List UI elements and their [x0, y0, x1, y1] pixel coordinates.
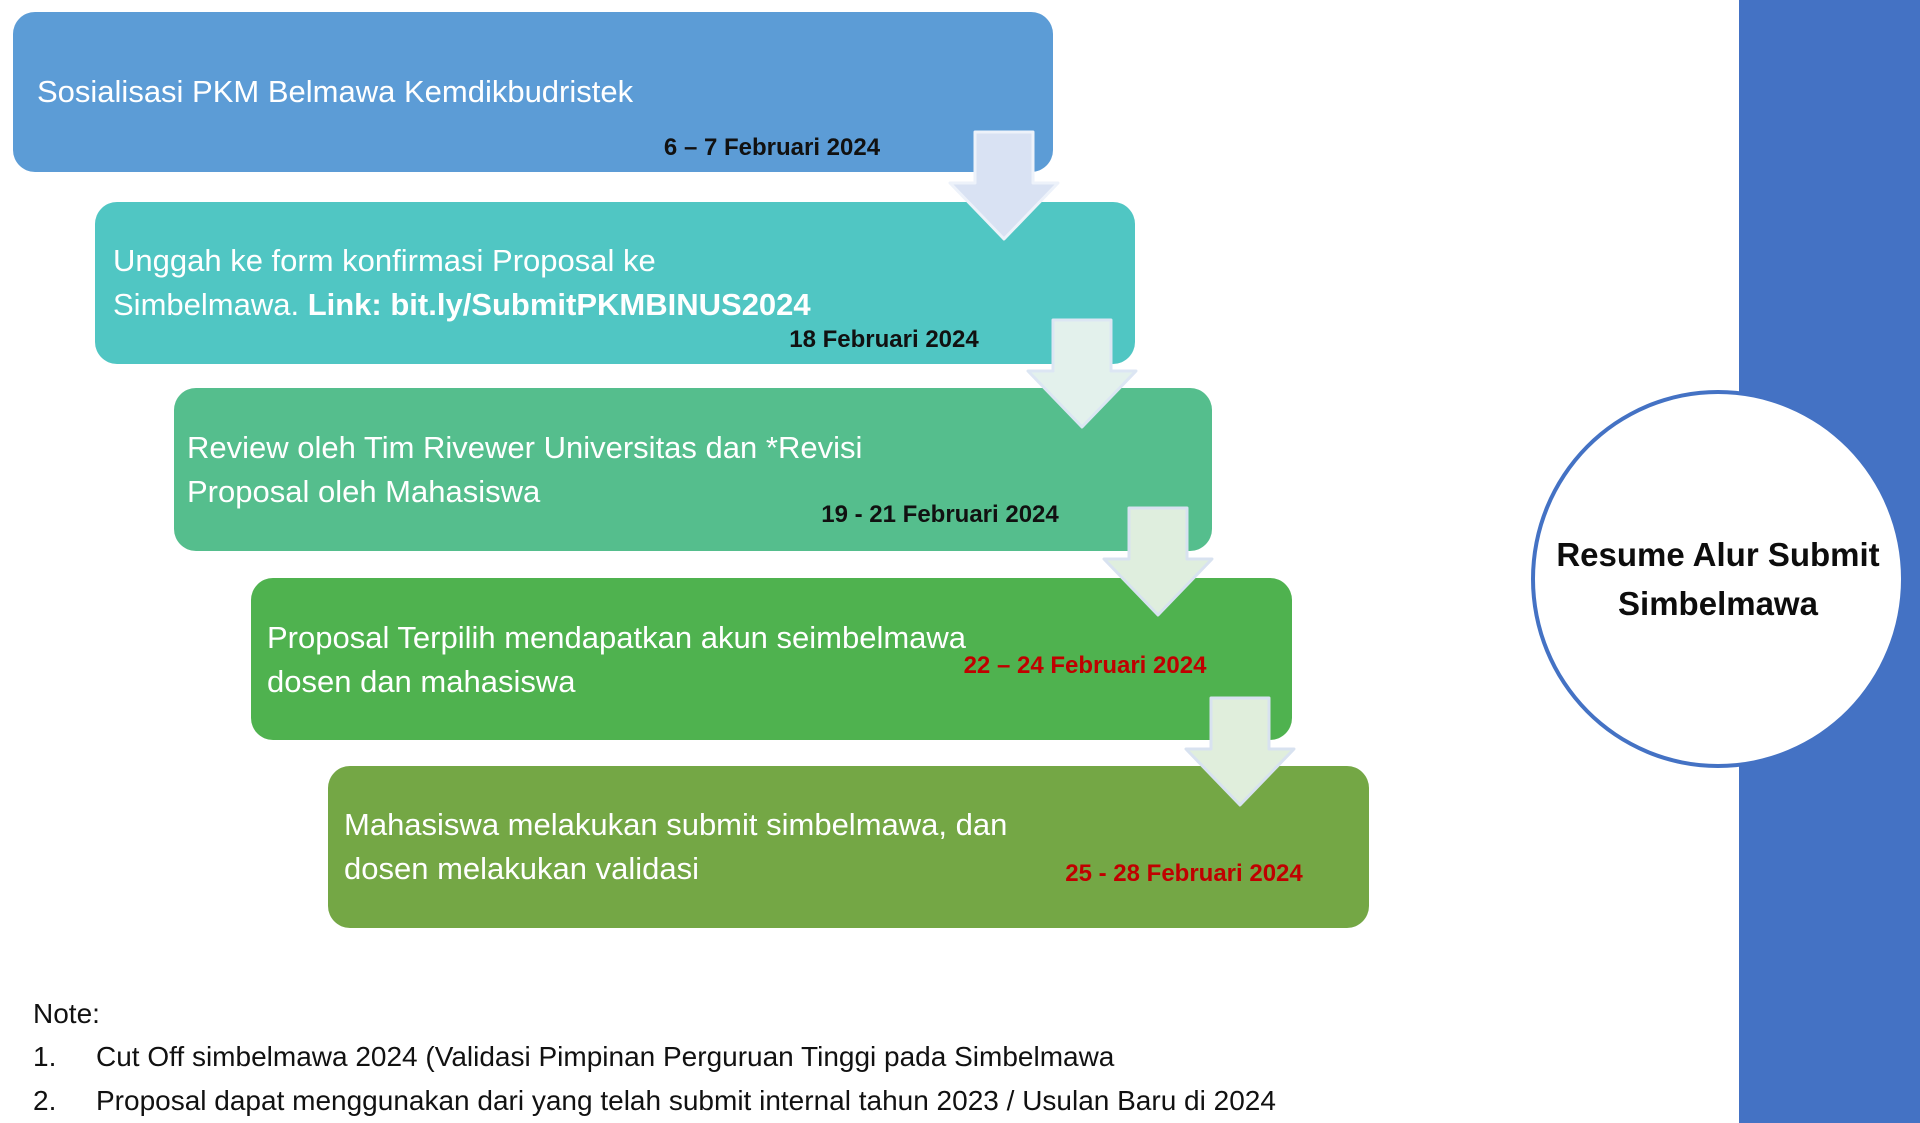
step-2-line2: Simbelmawa. Link: bit.ly/SubmitPKMBINUS2… [113, 287, 811, 322]
notes-heading: Note: [33, 998, 100, 1029]
step-2-line1: Unggah ke form konfirmasi Proposal ke [113, 243, 656, 278]
step-4-line2: dosen dan mahasiswa [267, 664, 576, 699]
step-1-text: Sosialisasi PKM Belmawa Kemdikbudristek [37, 70, 633, 114]
down-arrow-icon [1184, 696, 1296, 807]
note-1-text: Cut Off simbelmawa 2024 (Validasi Pimpin… [96, 1041, 1115, 1072]
step-3-text: Review oleh Tim Rivewer Universitas dan … [187, 426, 862, 514]
step-5-line2: dosen melakukan validasi [344, 851, 699, 886]
step-2-text: Unggah ke form konfirmasi Proposal ke Si… [113, 239, 811, 327]
step-5-date: 25 - 28 Februari 2024 [1065, 860, 1303, 887]
note-item-1: 1. Cut Off simbelmawa 2024 (Validasi Pimp… [33, 1040, 1114, 1074]
note-2-number: 2. [33, 1085, 57, 1116]
step-5-text: Mahasiswa melakukan submit simbelmawa, d… [344, 803, 1007, 891]
step-box-unggah-form: Unggah ke form konfirmasi Proposal ke Si… [95, 202, 1135, 364]
step-box-akun: Proposal Terpilih mendapatkan akun seimb… [251, 578, 1292, 740]
down-arrow-icon [1102, 506, 1214, 617]
badge-title-line2: Simbelmawa [1618, 585, 1818, 622]
badge-title-line1: Resume Alur Submit [1556, 536, 1880, 573]
step-5-line1: Mahasiswa melakukan submit simbelmawa, d… [344, 807, 1008, 842]
step-box-sosialisasi: Sosialisasi PKM Belmawa Kemdikbudristek [13, 12, 1053, 172]
submit-link-text: Link: bit.ly/SubmitPKMBINUS2024 [307, 287, 811, 322]
resume-badge-circle: Resume Alur Submit Simbelmawa [1531, 390, 1905, 768]
step-2-date: 18 Februari 2024 [789, 326, 979, 353]
step-4-text: Proposal Terpilih mendapatkan akun seimb… [267, 616, 966, 704]
step-1-line1: Sosialisasi PKM Belmawa Kemdikbudristek [37, 74, 634, 109]
step-4-line1: Proposal Terpilih mendapatkan akun seimb… [267, 620, 967, 655]
step-4-date: 22 – 24 Februari 2024 [963, 652, 1207, 679]
down-arrow-icon [948, 130, 1060, 241]
step-3-line1: Review oleh Tim Rivewer Universitas dan … [187, 430, 863, 465]
step-3-line2: Proposal oleh Mahasiswa [187, 474, 541, 509]
step-1-date: 6 – 7 Februari 2024 [663, 134, 881, 161]
note-2-text: Proposal dapat menggunakan dari yang tel… [96, 1085, 1276, 1116]
step-3-date: 19 - 21 Februari 2024 [821, 501, 1059, 528]
step-box-submit-validasi: Mahasiswa melakukan submit simbelmawa, d… [328, 766, 1369, 928]
down-arrow-icon [1026, 318, 1138, 429]
note-item-2: 2. Proposal dapat menggunakan dari yang t… [33, 1084, 1276, 1118]
note-1-number: 1. [33, 1041, 57, 1072]
step-box-review: Review oleh Tim Rivewer Universitas dan … [174, 388, 1212, 551]
